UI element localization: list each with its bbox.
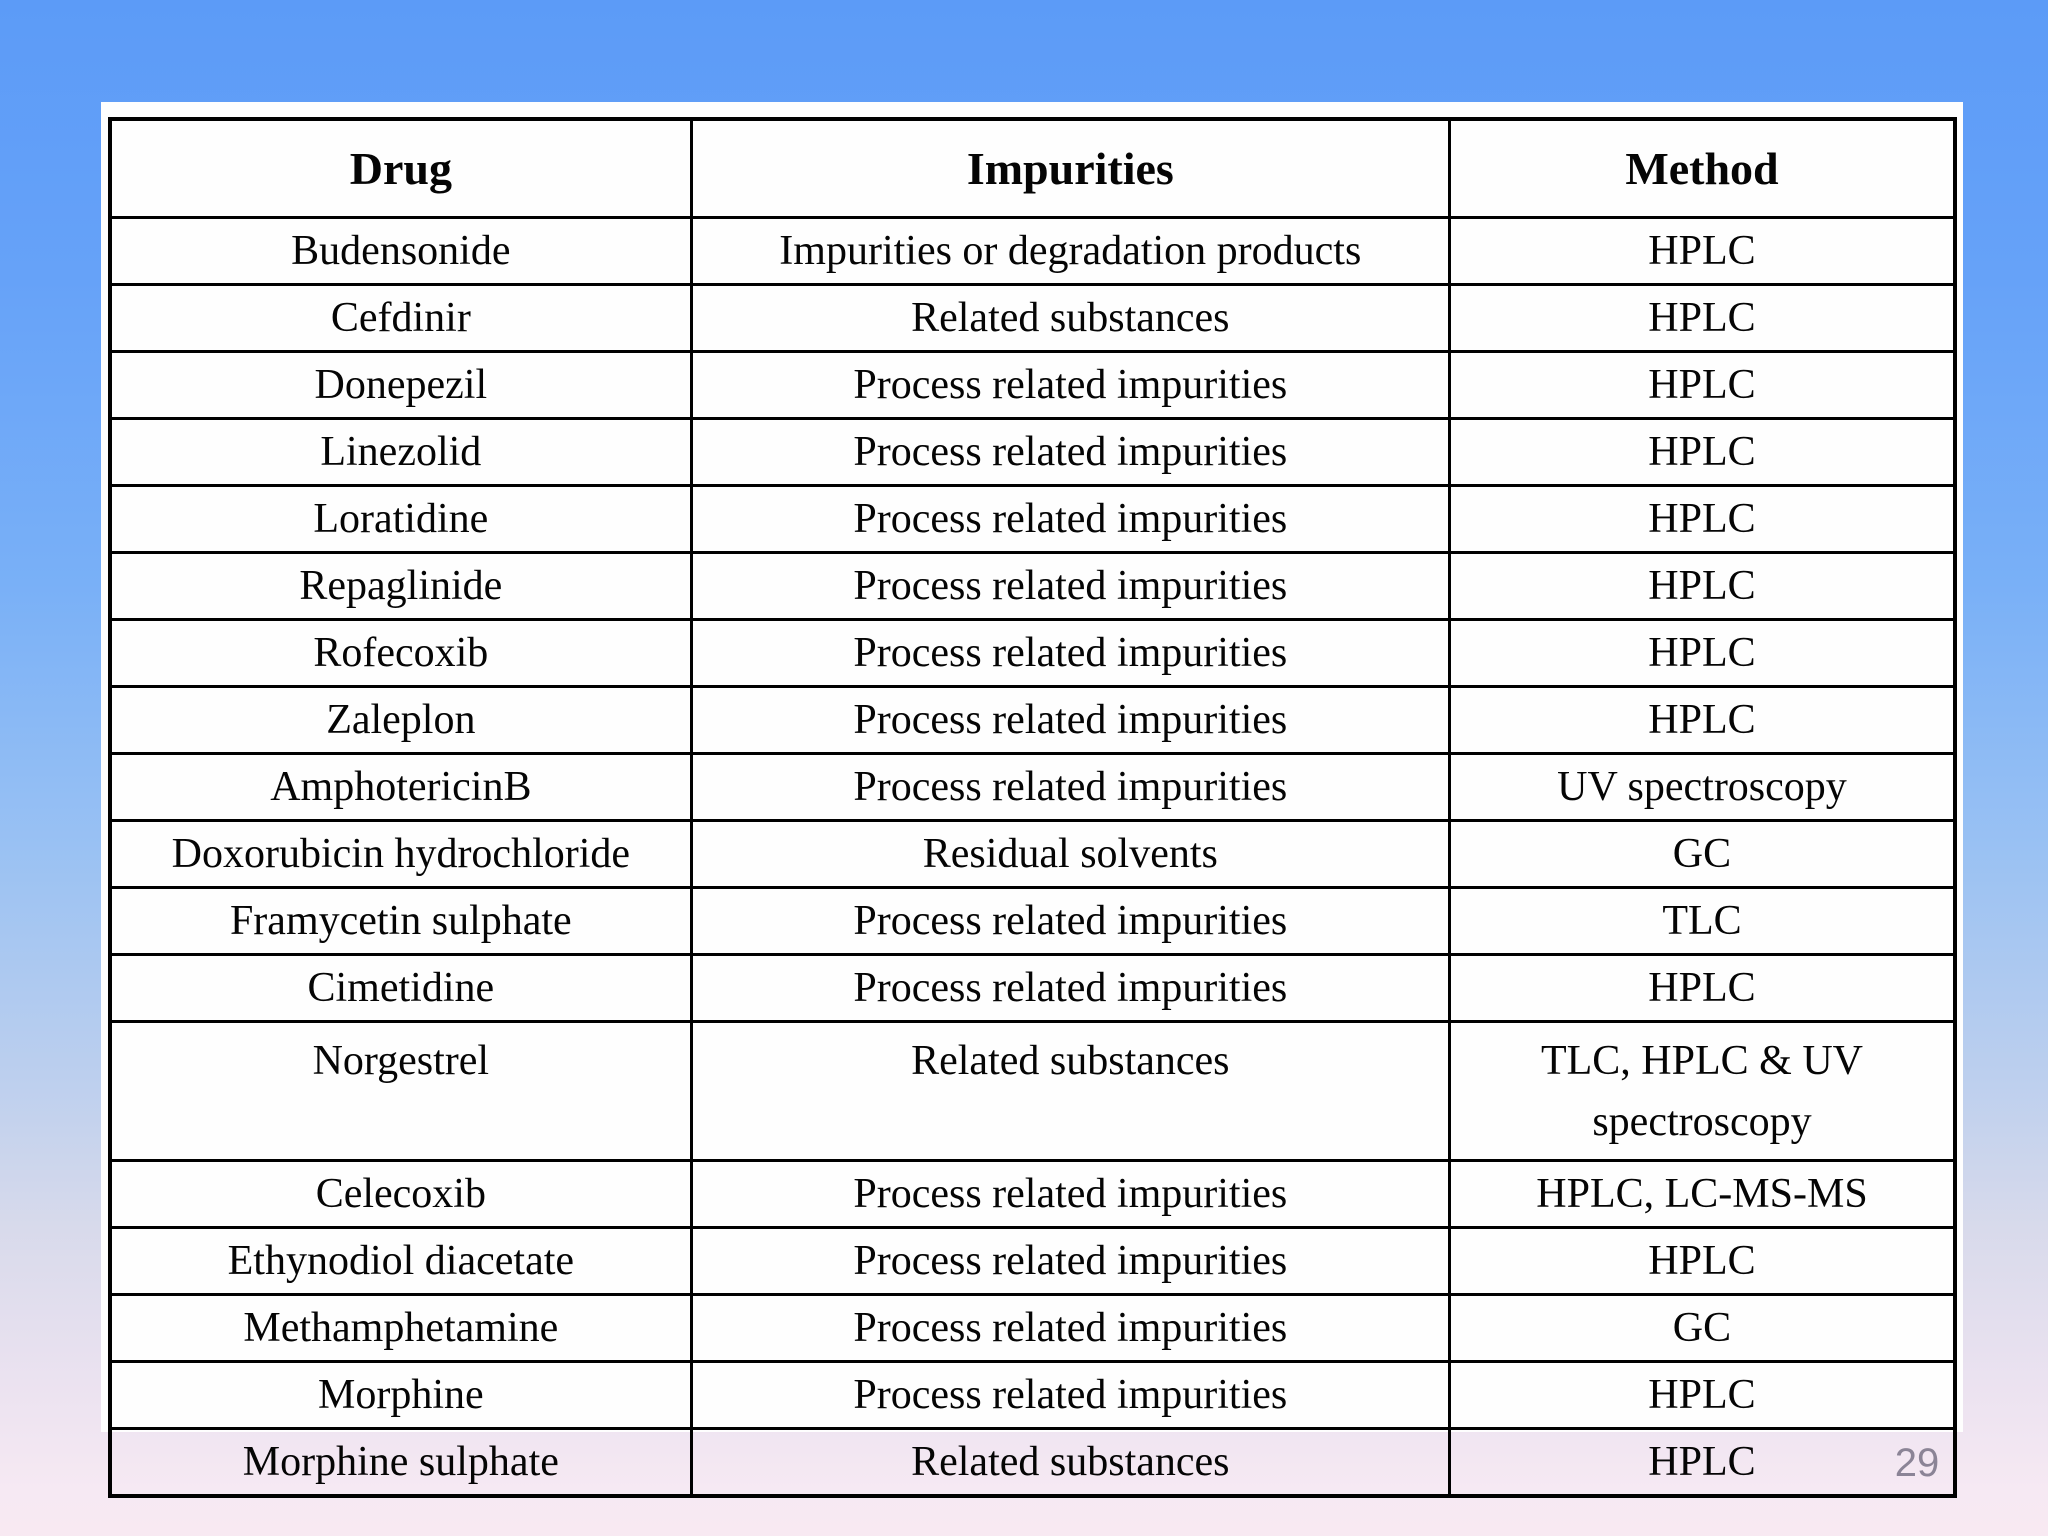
impurities-cell: Process related impurities [689,618,1451,688]
drug-cell: Cimetidine [108,953,693,1023]
table-row: Zaleplon Process related impurities HPLC [108,685,1957,755]
method-cell: HPLC [1447,551,1957,621]
impurities-cell: Process related impurities [689,1293,1451,1363]
impurities-cell: Related substances [689,1020,1451,1162]
method-cell: GC [1447,819,1957,889]
method-cell: HPLC [1447,618,1957,688]
method-cell: HPLC [1447,216,1957,286]
table-row: Methamphetamine Process related impuriti… [108,1293,1957,1363]
impurities-cell: Process related impurities [689,551,1451,621]
drug-cell: Celecoxib [108,1159,693,1229]
impurities-cell: Process related impurities [689,1226,1451,1296]
method-cell: HPLC [1447,283,1957,353]
impurities-cell: Residual solvents [689,819,1451,889]
page-number: 29 [1894,1441,1940,1485]
impurities-cell: Process related impurities [689,886,1451,956]
method-cell: HPLC [1447,484,1957,554]
drug-cell: Donepezil [108,350,693,420]
impurities-cell: Process related impurities [689,752,1451,822]
impurities-cell: Process related impurities [689,417,1451,487]
drug-cell: Norgestrel [108,1020,693,1162]
method-cell: TLC, HPLC & UV spectroscopy [1447,1020,1957,1162]
method-cell: HPLC [1447,953,1957,1023]
header-method: Method [1447,117,1957,219]
drug-cell: Linezolid [108,417,693,487]
drug-cell: Framycetin sulphate [108,886,693,956]
drug-cell: Methamphetamine [108,1293,693,1363]
table-row: Budensonide Impurities or degradation pr… [108,216,1957,286]
method-cell: HPLC [1447,1427,1957,1498]
table-row: Linezolid Process related impurities HPL… [108,417,1957,487]
table-row: AmphotericinB Process related impurities… [108,752,1957,822]
table-row: Doxorubicin hydrochloride Residual solve… [108,819,1957,889]
method-cell: HPLC, LC-MS-MS [1447,1159,1957,1229]
method-cell: GC [1447,1293,1957,1363]
table-row: Rofecoxib Process related impurities HPL… [108,618,1957,688]
table-row: Framycetin sulphate Process related impu… [108,886,1957,956]
table-row: Norgestrel Related substances TLC, HPLC … [108,1020,1957,1162]
impurities-cell: Process related impurities [689,685,1451,755]
header-drug: Drug [108,117,693,219]
method-cell: UV spectroscopy [1447,752,1957,822]
table-row: Cimetidine Process related impurities HP… [108,953,1957,1023]
table-row: Repaglinide Process related impurities H… [108,551,1957,621]
drug-cell: Budensonide [108,216,693,286]
impurities-cell: Process related impurities [689,350,1451,420]
table-row: Cefdinir Related substances HPLC [108,283,1957,353]
drug-cell: Ethynodiol diacetate [108,1226,693,1296]
header-row: Drug Impurities Method [108,117,1957,219]
impurities-cell: Related substances [689,283,1451,353]
table-row: Donepezil Process related impurities HPL… [108,350,1957,420]
drug-cell: Cefdinir [108,283,693,353]
drug-cell: Loratidine [108,484,693,554]
table-row: Ethynodiol diacetate Process related imp… [108,1226,1957,1296]
drug-cell: Morphine [108,1360,693,1430]
drug-cell: Repaglinide [108,551,693,621]
table-panel: Drug Impurities Method Budensonide Impur… [101,102,1963,1498]
impurities-cell: Related substances [689,1427,1451,1498]
impurities-cell: Process related impurities [689,484,1451,554]
drug-impurities-table: Drug Impurities Method Budensonide Impur… [108,117,1957,1498]
header-impurities: Impurities [689,117,1451,219]
method-cell: HPLC [1447,1226,1957,1296]
method-cell: TLC [1447,886,1957,956]
drug-cell: Doxorubicin hydrochloride [108,819,693,889]
method-cell: HPLC [1447,685,1957,755]
method-cell: HPLC [1447,1360,1957,1430]
impurities-cell: Process related impurities [689,1360,1451,1430]
impurities-cell: Impurities or degradation products [689,216,1451,286]
impurities-cell: Process related impurities [689,953,1451,1023]
method-cell: HPLC [1447,417,1957,487]
method-cell: HPLC [1447,350,1957,420]
drug-cell: Rofecoxib [108,618,693,688]
drug-cell: Zaleplon [108,685,693,755]
drug-cell: AmphotericinB [108,752,693,822]
impurities-cell: Process related impurities [689,1159,1451,1229]
drug-cell: Morphine sulphate [108,1427,693,1498]
table-row: Celecoxib Process related impurities HPL… [108,1159,1957,1229]
table-row: Morphine Process related impurities HPLC [108,1360,1957,1430]
table-row: Loratidine Process related impurities HP… [108,484,1957,554]
table-row: Morphine sulphate Related substances HPL… [108,1427,1957,1498]
